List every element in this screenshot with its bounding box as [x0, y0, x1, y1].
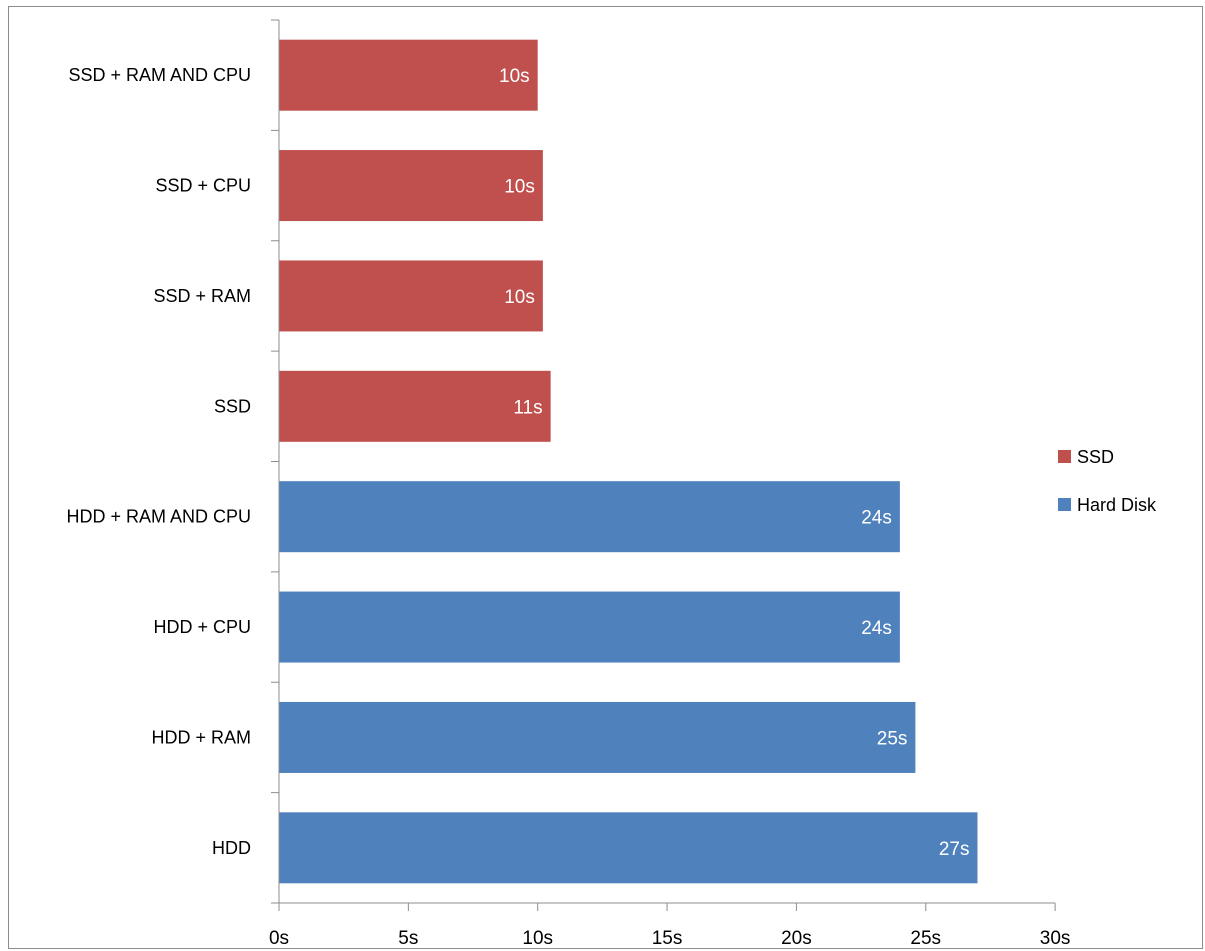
bar: [279, 701, 916, 773]
legend-swatch: [1058, 498, 1071, 511]
legend-swatch: [1058, 450, 1071, 463]
data-label: 10s: [499, 66, 530, 87]
data-label: 24s: [861, 508, 892, 529]
data-label: 11s: [513, 397, 542, 418]
data-label: 24s: [861, 618, 892, 639]
bars-layer: [279, 39, 978, 884]
data-label: 27s: [939, 839, 970, 860]
category-label: HDD: [212, 838, 251, 858]
category-label: HDD + RAM: [151, 727, 251, 747]
bar: [279, 591, 900, 663]
bar: [279, 39, 538, 111]
axes-layer: [271, 19, 1056, 911]
labels-layer: SSD + RAM AND CPU 10s SSD + CPU 10s SSD + RA…: [66, 65, 1070, 949]
x-tick-label: 20s: [781, 928, 812, 949]
x-tick-label: 30s: [1040, 928, 1071, 949]
x-tick-label: 5s: [398, 928, 418, 949]
bar: [279, 150, 543, 222]
category-label: SSD + CPU: [155, 176, 251, 196]
bar: [279, 370, 551, 442]
x-tick-label: 25s: [910, 928, 941, 949]
x-tick-label: 15s: [652, 928, 683, 949]
data-label: 25s: [877, 728, 908, 749]
category-label: HDD + RAM AND CPU: [66, 507, 251, 527]
x-tick-label: 0s: [269, 928, 289, 949]
bar: [279, 260, 543, 332]
category-label: SSD + RAM: [153, 286, 251, 306]
bar: [279, 481, 900, 553]
x-tick-label: 10s: [522, 928, 553, 949]
category-label: HDD + CPU: [153, 617, 251, 637]
legend-label: SSD: [1077, 447, 1114, 467]
legend: SSD Hard Disk: [1058, 447, 1157, 515]
legend-label: Hard Disk: [1077, 495, 1157, 515]
data-label: 10s: [504, 287, 535, 308]
category-label: SSD: [214, 396, 251, 416]
chart-frame: [8, 6, 1203, 949]
data-label: 10s: [504, 177, 535, 198]
bar: [279, 812, 978, 884]
category-label: SSD + RAM AND CPU: [68, 65, 251, 85]
